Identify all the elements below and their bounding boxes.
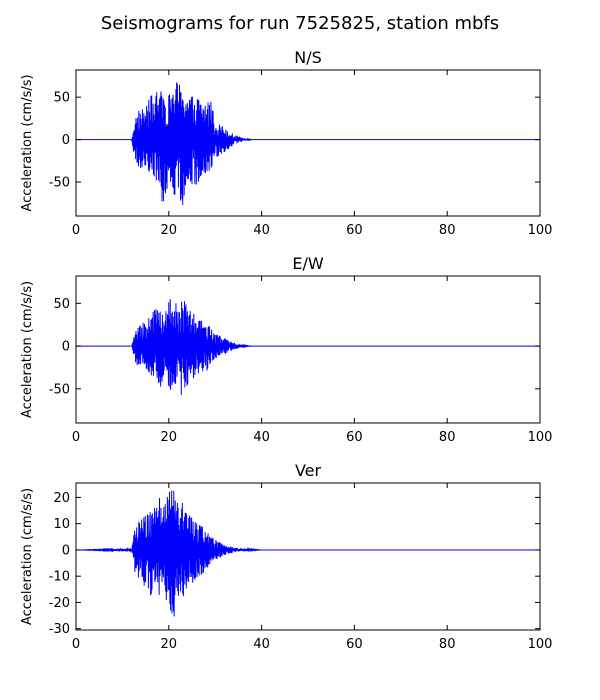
x-tick-label: 40 xyxy=(253,637,270,652)
x-tick-label: 0 xyxy=(72,430,80,445)
y-tick-label: 20 xyxy=(53,491,70,506)
y-tick-label: 50 xyxy=(53,91,70,106)
x-tick-label: 20 xyxy=(161,430,178,445)
plot-frame xyxy=(75,482,541,631)
x-tick-label: 80 xyxy=(439,223,456,238)
chart-panel: N/S 0 20 40 60 80 100 -50 0 50 Acceleration (cm/s/… xyxy=(20,48,552,238)
y-axis-label: Acceleration (cm/s/s) xyxy=(20,74,35,211)
plot-frame xyxy=(75,69,541,217)
x-tick-label: 40 xyxy=(253,223,270,238)
y-tick-label: -50 xyxy=(49,176,70,191)
y-tick-label: -10 xyxy=(49,570,70,585)
x-tick-label: 80 xyxy=(439,430,456,445)
y-tick-label: 0 xyxy=(62,543,70,558)
x-tick-label: 100 xyxy=(528,223,553,238)
y-tick-label: 10 xyxy=(53,517,70,532)
waveform-line xyxy=(76,82,540,206)
x-tick-label: 60 xyxy=(346,223,363,238)
y-axis-label: Acceleration (cm/s/s) xyxy=(20,488,35,625)
x-tick-label: 0 xyxy=(72,637,80,652)
x-tick-label: 40 xyxy=(253,430,270,445)
panel-title: N/S xyxy=(294,48,322,67)
x-tick-label: 20 xyxy=(161,223,178,238)
figure-title: Seismograms for run 7525825, station mbf… xyxy=(101,13,499,34)
y-tick-label: 0 xyxy=(62,340,70,355)
y-tick-label: 0 xyxy=(62,133,70,148)
x-tick-label: 60 xyxy=(346,637,363,652)
y-tick-label: -20 xyxy=(49,596,70,611)
waveform-line xyxy=(76,490,540,617)
plot-frame xyxy=(75,275,541,424)
chart-panel: E/W 0 20 40 60 80 100 -50 0 50 Acceleration (cm/s/… xyxy=(20,254,552,445)
panel-title: E/W xyxy=(292,254,324,273)
y-axis-label: Acceleration (cm/s/s) xyxy=(20,281,35,418)
x-tick-label: 20 xyxy=(161,637,178,652)
x-tick-label: 100 xyxy=(528,430,553,445)
chart-panel: Ver 0 20 40 60 80 100 -30 -20 -10 0 10 20 Acceleratio… xyxy=(20,461,552,652)
y-tick-label: -30 xyxy=(49,622,70,637)
x-tick-label: 100 xyxy=(528,637,553,652)
waveform-line xyxy=(76,299,540,395)
y-tick-label: 50 xyxy=(53,297,70,312)
x-tick-label: 0 xyxy=(72,223,80,238)
x-tick-label: 60 xyxy=(346,430,363,445)
x-tick-label: 80 xyxy=(439,637,456,652)
panel-title: Ver xyxy=(295,461,322,480)
y-tick-label: -50 xyxy=(49,382,70,397)
